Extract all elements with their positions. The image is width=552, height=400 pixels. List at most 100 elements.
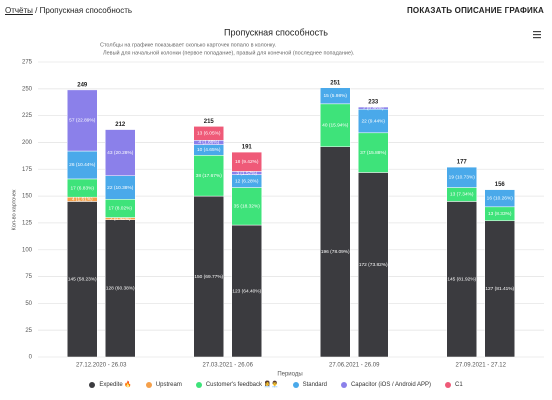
- bar-segment: [105, 219, 136, 358]
- data-label: 19 (10.73%): [449, 175, 476, 181]
- data-label: 17 (8.02%): [109, 206, 133, 212]
- legend-item[interactable]: Expedite 🔥: [89, 381, 132, 388]
- menu-icon-line: [533, 31, 541, 33]
- bar-segment: [105, 129, 136, 176]
- breadcrumb-current: Пропускная способность: [39, 6, 133, 15]
- legend-label: Standard: [302, 381, 327, 388]
- data-label: 145 (58.23%): [68, 276, 97, 282]
- data-label: 40 (15.94%): [322, 123, 349, 129]
- data-label: 3 (1.57%): [236, 170, 257, 176]
- bar-segment: [193, 155, 224, 197]
- chart: Пропускная способность Столбцы на график…: [11, 27, 544, 378]
- total-label: 156: [495, 182, 506, 188]
- y-tick-label: 75: [25, 274, 32, 280]
- data-label: 15 (5.98%): [324, 93, 348, 99]
- y-tick-label: 25: [25, 328, 32, 334]
- legend-item[interactable]: Upstream: [145, 381, 182, 388]
- data-label: 12 (6.28%): [235, 178, 259, 184]
- x-tick-label: 27.12.2020 - 26.03: [76, 363, 127, 369]
- y-tick-label: 50: [25, 301, 32, 307]
- data-label: 38 (17.67%): [196, 173, 223, 179]
- legend-item[interactable]: Capacitor (iOS / Android APP): [340, 381, 432, 388]
- show-description-button[interactable]: ПОКАЗАТЬ ОПИСАНИЕ ГРАФИКА: [406, 6, 544, 15]
- legend-marker: [292, 381, 299, 388]
- data-label: 16 (10.26%): [487, 196, 514, 202]
- data-label: 13 (6.05%): [197, 131, 221, 137]
- data-label: 22 (9.44%): [362, 118, 386, 124]
- breadcrumb-link[interactable]: Отчёты: [5, 6, 33, 15]
- legend-label: Upstream: [155, 381, 182, 388]
- data-label: 2 (0.94%): [110, 216, 131, 222]
- data-label: 4 (1.86%): [198, 140, 219, 146]
- breadcrumb: Отчёты / Пропускная способность: [5, 6, 132, 15]
- data-label: 57 (22.89%): [69, 118, 96, 124]
- legend-label: Capacitor (iOS / Android APP): [350, 381, 432, 388]
- y-tick-label: 0: [29, 355, 33, 361]
- total-label: 191: [242, 145, 253, 151]
- data-label: 128 (60.38%): [106, 286, 135, 292]
- x-tick-label: 27.06.2021 - 26.09: [329, 363, 380, 369]
- x-tick-label: 27.03.2021 - 26.06: [203, 363, 254, 369]
- data-label: 145 (81.92%): [447, 276, 476, 282]
- data-label: 4 (1.61%): [72, 197, 93, 203]
- legend-item[interactable]: Standard: [292, 381, 327, 388]
- bar-segment: [231, 224, 262, 358]
- total-label: 215: [204, 119, 215, 125]
- bar-segment: [231, 151, 262, 172]
- menu-button[interactable]: [533, 31, 541, 39]
- total-label: 249: [77, 82, 88, 88]
- legend-marker: [340, 381, 347, 388]
- y-tick-label: 100: [22, 247, 33, 253]
- data-label: 150 (69.77%): [194, 274, 223, 280]
- y-tick-label: 275: [22, 60, 33, 66]
- legend-marker: [89, 381, 96, 388]
- legend-label: Customer's feedback 👩‍💼👨‍💼: [205, 382, 279, 388]
- bar-segment: [320, 87, 351, 105]
- total-label: 251: [330, 80, 341, 86]
- legend-item[interactable]: Customer's feedback 👩‍💼👨‍💼: [195, 381, 279, 388]
- total-label: 212: [115, 122, 126, 128]
- total-label: 233: [368, 100, 379, 106]
- breadcrumb-separator: /: [35, 6, 38, 15]
- data-label: 13 (8.33%): [488, 211, 512, 217]
- chart-title: Пропускная способность: [224, 27, 328, 37]
- legend-item[interactable]: C1: [445, 381, 463, 388]
- legend: Expedite 🔥 Upstream Customer's feedback 👩‍…: [0, 381, 552, 388]
- total-label: 177: [457, 160, 468, 166]
- data-label: 26 (10.44%): [69, 162, 96, 168]
- legend-marker: [195, 381, 202, 388]
- bar-segment: [484, 220, 515, 358]
- bar-segment: [67, 201, 98, 358]
- y-tick-label: 200: [22, 140, 33, 146]
- bar-segment: [484, 189, 515, 208]
- data-label: 22 (10.38%): [107, 185, 134, 191]
- data-label: 18 (9.42%): [235, 159, 259, 165]
- x-tick-label: 27.09.2021 - 27.12: [456, 363, 507, 369]
- data-label: 127 (81.41%): [485, 286, 514, 292]
- chart-subtitle: Левый для начальной колонки (первое попа…: [103, 49, 355, 56]
- menu-icon-line: [533, 37, 541, 39]
- bar-segment: [358, 106, 389, 110]
- y-tick-label: 225: [22, 113, 33, 119]
- data-label: 123 (64.40%): [232, 288, 261, 294]
- header: Отчёты / Пропускная способность ПОКАЗАТЬ…: [0, 0, 552, 20]
- data-label: 17 (6.83%): [71, 185, 95, 191]
- legend-label: Expedite 🔥: [99, 382, 132, 388]
- bar-segment: [193, 126, 224, 141]
- bar-segment: [446, 201, 477, 358]
- data-label: 10 (4.65%): [197, 147, 221, 153]
- x-axis-label: Периоды: [277, 372, 302, 378]
- bar-segment: [193, 195, 224, 358]
- legend-label: C1: [455, 381, 463, 388]
- data-label: 35 (18.32%): [234, 204, 261, 210]
- chart-subtitle: Столбцы на графике показывает сколько ка…: [100, 42, 277, 48]
- data-label: 172 (73.82%): [359, 262, 388, 268]
- bar-segment: [446, 166, 477, 188]
- legend-marker: [145, 381, 152, 388]
- y-tick-label: 250: [22, 86, 33, 92]
- y-tick-label: 150: [22, 194, 33, 200]
- data-label: 13 (7.34%): [450, 192, 474, 198]
- data-label: 196 (78.09%): [321, 249, 350, 255]
- legend-marker: [445, 381, 452, 388]
